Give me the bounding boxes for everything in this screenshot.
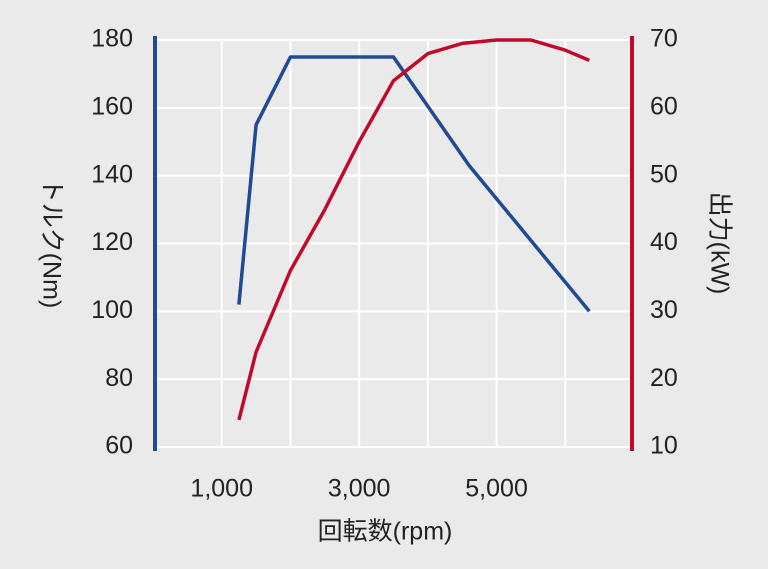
y2-axis-label: 出力(kW) — [705, 192, 733, 295]
y-tick-label: 140 — [91, 160, 133, 188]
y2-tick-label: 60 — [650, 92, 678, 120]
y2-tick-label: 70 — [650, 25, 678, 53]
y-tick-label: 120 — [91, 228, 133, 256]
x-tick-label: 1,000 — [190, 475, 253, 503]
x-axis-label: 回転数(rpm) — [318, 518, 453, 546]
y2-tick-label: 40 — [650, 228, 678, 256]
series-line — [237, 38, 590, 421]
y2-tick-label: 10 — [650, 432, 678, 460]
y-tick-label: 160 — [91, 92, 133, 120]
y-tick-label: 100 — [91, 296, 133, 324]
y-tick-label: 80 — [105, 364, 133, 392]
y2-tick-label: 50 — [650, 160, 678, 188]
y2-tick-label: 30 — [650, 296, 678, 324]
y-tick-label: 180 — [91, 25, 133, 53]
y-tick-label: 60 — [105, 432, 133, 460]
series-line — [237, 55, 591, 313]
x-tick-label: 5,000 — [465, 475, 528, 503]
y2-tick-label: 20 — [650, 364, 678, 392]
x-tick-label: 3,000 — [328, 475, 391, 503]
y-axis-label: トルク(Nm) — [37, 178, 65, 309]
